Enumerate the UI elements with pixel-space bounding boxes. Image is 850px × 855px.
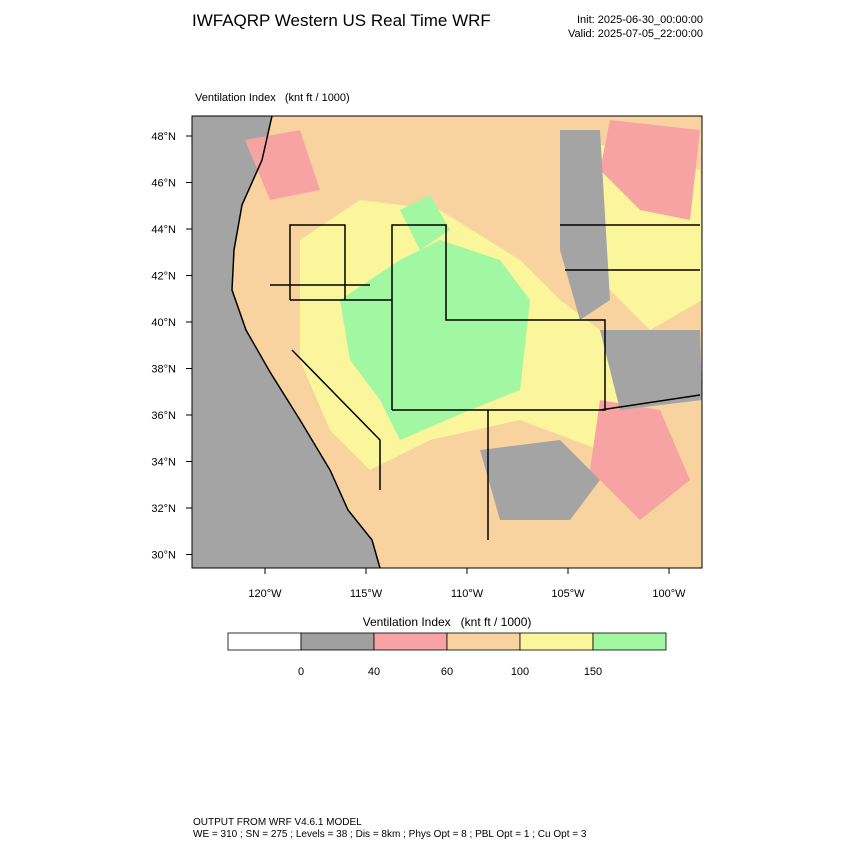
lon-label: 120°W xyxy=(248,588,282,600)
colorbar-label: 150 xyxy=(584,666,602,678)
lon-label: 115°W xyxy=(350,588,383,600)
colorbar-label: 0 xyxy=(298,666,304,678)
lat-label: 40°N xyxy=(151,317,176,329)
colorbar-label: 60 xyxy=(441,666,453,678)
plot-title: Ventilation Index (knt ft / 1000) xyxy=(195,92,350,104)
lon-axis: 120°W 115°W 110°W 105°W 100°W xyxy=(248,568,686,600)
colorbar-box xyxy=(519,632,594,651)
lat-axis: 48°N 46°N 44°N 42°N 40°N 38°N 36°N 34°N 32°N 30°N xyxy=(151,131,192,562)
lat-label: 44°N xyxy=(151,224,176,236)
footer-line: OUTPUT FROM WRF V4.6.1 MODEL xyxy=(193,817,362,828)
lon-label: 105°W xyxy=(551,588,585,600)
lon-label: 100°W xyxy=(652,588,686,600)
colorbar-box xyxy=(592,632,667,651)
lat-label: 42°N xyxy=(151,271,176,283)
footer-line: WE = 310 ; SN = 275 ; Levels = 38 ; Dis … xyxy=(193,829,587,840)
page-title: IWFAQRP Western US Real Time WRF xyxy=(192,11,491,30)
lat-label: 36°N xyxy=(151,410,176,422)
lat-label: 48°N xyxy=(151,131,176,143)
colorbar-label: 100 xyxy=(511,666,529,678)
colorbar-label: 40 xyxy=(368,666,380,678)
colorbar-box xyxy=(446,632,521,651)
map-frame xyxy=(191,115,703,569)
colorbar-box xyxy=(227,632,302,651)
map xyxy=(192,116,702,568)
colorbar-box xyxy=(373,632,448,651)
colorbar-box xyxy=(300,632,375,651)
colorbar: 0 40 60 100 150 xyxy=(227,632,667,678)
lon-label: 110°W xyxy=(451,588,484,600)
lat-label: 46°N xyxy=(151,178,176,190)
colorbar-title: Ventilation Index (knt ft / 1000) xyxy=(363,615,532,629)
lat-label: 30°N xyxy=(151,550,176,562)
lat-label: 32°N xyxy=(151,503,176,515)
lat-label: 38°N xyxy=(151,364,176,376)
lat-label: 34°N xyxy=(151,457,176,469)
valid-time: Valid: 2025-07-05_22:00:00 xyxy=(568,28,703,40)
init-time: Init: 2025-06-30_00:00:00 xyxy=(577,14,703,26)
